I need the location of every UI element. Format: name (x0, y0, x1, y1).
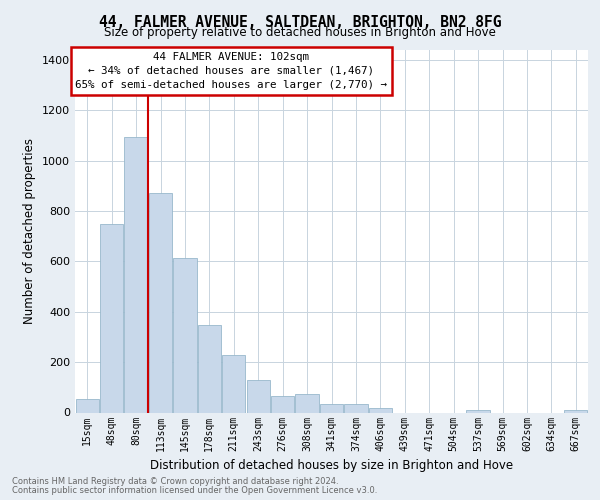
Text: Size of property relative to detached houses in Brighton and Hove: Size of property relative to detached ho… (104, 26, 496, 39)
Y-axis label: Number of detached properties: Number of detached properties (23, 138, 37, 324)
X-axis label: Distribution of detached houses by size in Brighton and Hove: Distribution of detached houses by size … (150, 459, 513, 472)
Text: Contains HM Land Registry data © Crown copyright and database right 2024.: Contains HM Land Registry data © Crown c… (12, 477, 338, 486)
Bar (149, 194, 172, 412)
Bar (124, 137, 148, 412)
Bar (271, 396, 294, 412)
Bar (295, 394, 319, 412)
Text: Contains public sector information licensed under the Open Government Licence v3: Contains public sector information licen… (12, 486, 377, 495)
Bar (564, 410, 587, 412)
Bar (344, 404, 368, 412)
Text: 44, FALMER AVENUE, SALTDEAN, BRIGHTON, BN2 8FG: 44, FALMER AVENUE, SALTDEAN, BRIGHTON, B… (99, 15, 501, 30)
Bar (320, 404, 343, 412)
Bar (222, 355, 245, 412)
Bar (198, 325, 221, 412)
Bar (100, 224, 123, 412)
Text: 44 FALMER AVENUE: 102sqm
← 34% of detached houses are smaller (1,467)
65% of sem: 44 FALMER AVENUE: 102sqm ← 34% of detach… (76, 52, 388, 90)
Bar (466, 410, 490, 412)
Bar (247, 380, 270, 412)
Bar (76, 400, 99, 412)
Bar (173, 258, 197, 412)
Bar (369, 408, 392, 412)
